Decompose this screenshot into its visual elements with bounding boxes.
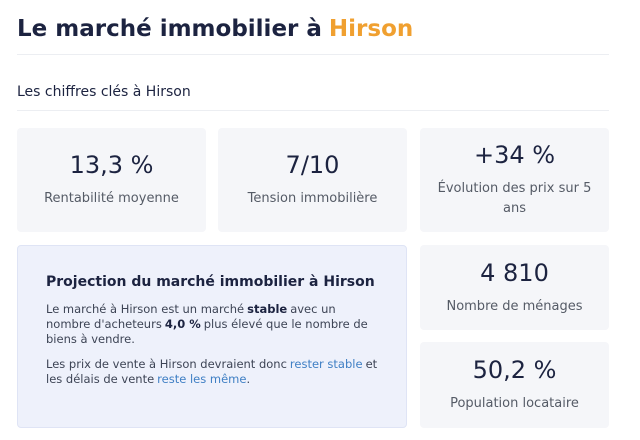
stat-card: 7/10 Tension immobilière — [218, 128, 407, 232]
stat-value: 7/10 — [285, 151, 340, 179]
stat-value: 4 810 — [480, 258, 549, 287]
text: Le marché à Hirson est un marché — [46, 302, 245, 316]
text: avec un nombre d'acheteurs — [46, 302, 336, 331]
text: . — [246, 372, 251, 386]
text: Les prix de vente à Hirson devraient don… — [46, 357, 287, 371]
stat-label: Rentabilité moyenne — [44, 191, 179, 206]
stat-label: Évolution des prix sur 5 ans — [437, 181, 592, 216]
bold-text: 4,0 % — [164, 317, 201, 331]
title-city: Hirson — [328, 16, 414, 42]
link[interactable]: reste les même — [157, 372, 247, 386]
title-text: Le marché immobilier à — [17, 16, 322, 42]
bold-text: stable — [247, 302, 288, 316]
stat-value: 13,3 % — [69, 151, 154, 179]
stat-label: Tension immobilière — [247, 191, 378, 206]
paragraph: Le marché à Hirson est un marché stable av… — [46, 302, 378, 347]
text: et les délais de vente — [46, 357, 378, 386]
stat-card: 13,3 % Rentabilité moyenne — [17, 128, 206, 232]
projection-card: Projection du marché immobilier à Hirson… — [17, 245, 407, 428]
stat-label: Population locataire — [450, 396, 579, 411]
stat-card: +34 % Évolution des prix sur 5 ans — [420, 128, 609, 232]
page-title: Le marché immobilier à Hirson — [17, 16, 413, 42]
stat-card: 4 810 Nombre de ménages — [420, 245, 609, 330]
link[interactable]: rester stable — [289, 357, 363, 371]
divider — [17, 110, 609, 111]
stat-card: 50,2 % Population locataire — [420, 342, 609, 428]
paragraph: Les prix de vente à Hirson devraient don… — [46, 357, 378, 387]
divider — [17, 54, 609, 55]
stat-value: +34 % — [473, 141, 556, 169]
projection-title: Projection du marché immobilier à Hirson — [46, 274, 375, 290]
stat-value: 50,2 % — [472, 356, 557, 384]
section-title: Les chiffres clés à Hirson — [17, 84, 191, 100]
stat-label: Nombre de ménages — [446, 298, 583, 314]
text: plus élevé que le nombre de biens à vend… — [46, 317, 368, 346]
